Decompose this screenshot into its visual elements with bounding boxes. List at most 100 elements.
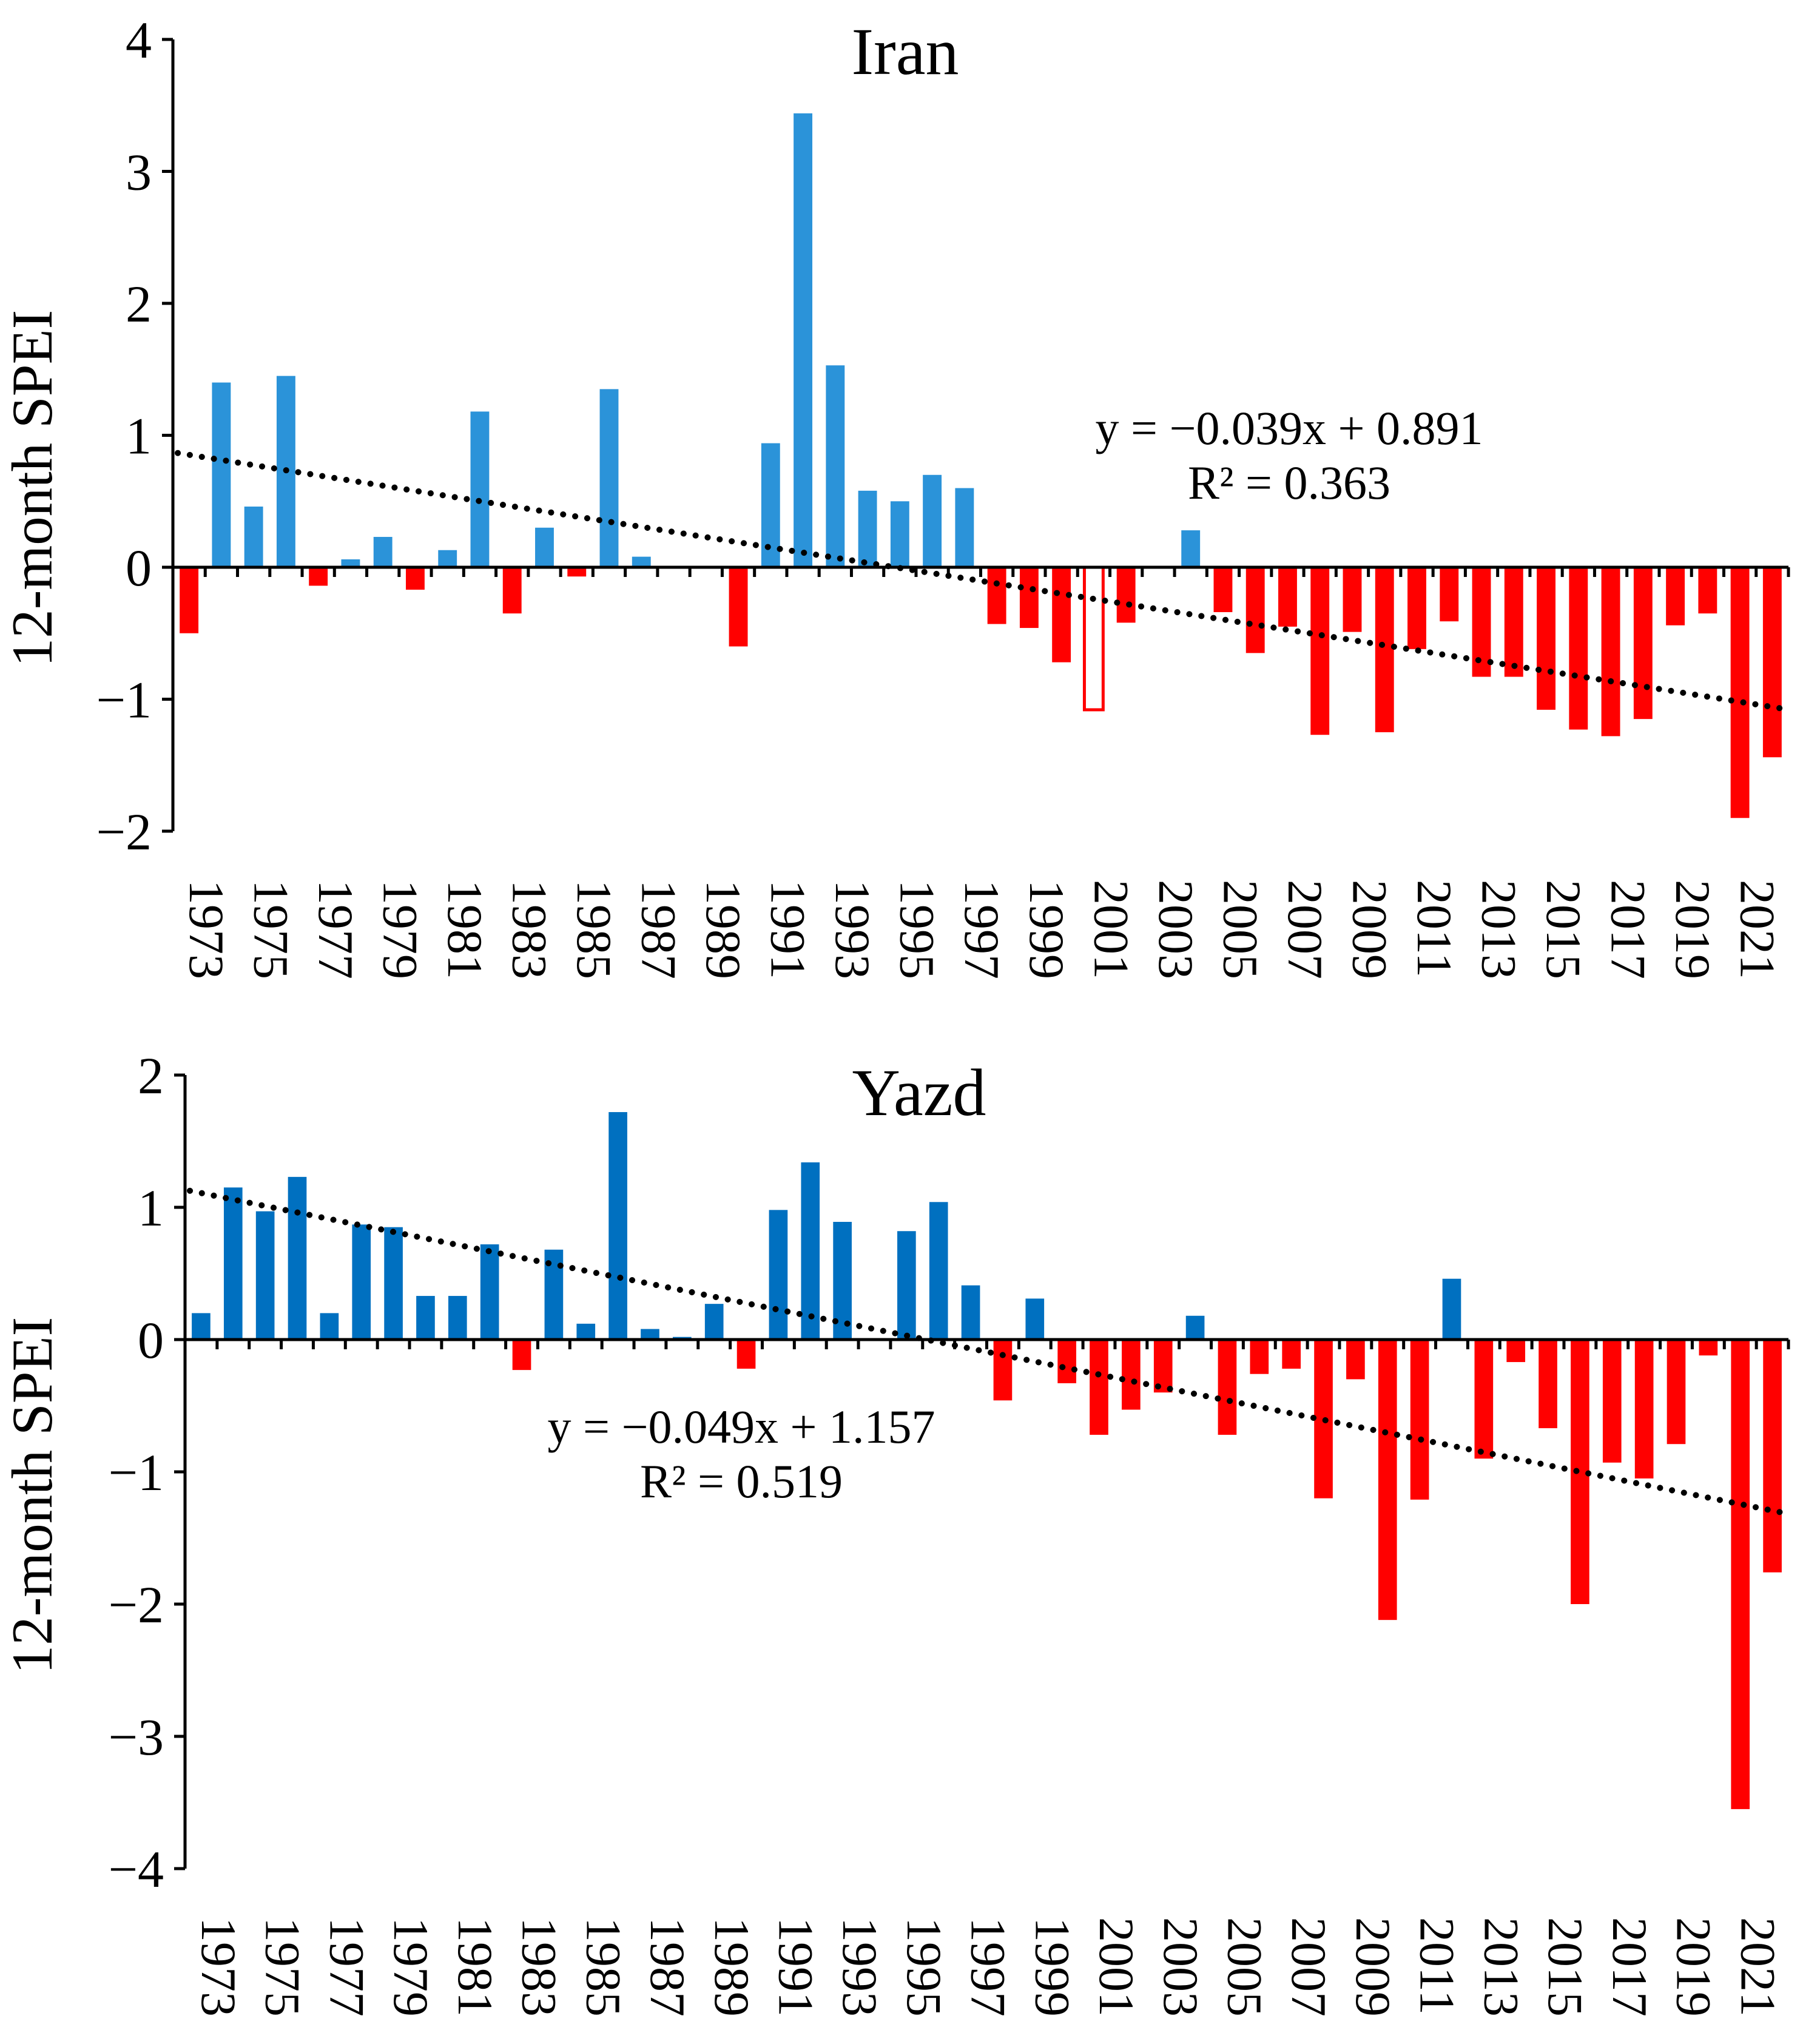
iran-bar-1983: [502, 567, 522, 614]
iran-bar-2013: [1472, 567, 1491, 677]
iran-bar-2002: [1116, 567, 1136, 623]
yazd-bar-2000: [1057, 1340, 1076, 1383]
yazd-bar-2021: [1731, 1340, 1750, 1809]
iran-bar-2010: [1375, 567, 1394, 732]
yazd-x-tick-label: 1985: [576, 1917, 631, 2017]
yazd-x-tick-label: 1973: [191, 1917, 246, 2017]
yazd-bar-1991: [769, 1210, 788, 1340]
yazd-x-tick-label: 1999: [1025, 1917, 1080, 2017]
iran-x-tick-label: 2009: [1342, 880, 1397, 979]
yazd-bar-1990: [736, 1340, 756, 1369]
iran-y-axis-label: 12-month SPEI: [0, 310, 64, 667]
yazd-bar-2015: [1539, 1340, 1557, 1429]
iran-y-tick-label: 1: [126, 407, 152, 465]
iran-bar-2017: [1601, 567, 1620, 737]
iran-x-tick-label: 1979: [373, 880, 428, 979]
iran-bar-2021: [1730, 567, 1750, 818]
yazd-bar-1980: [416, 1296, 435, 1340]
iran-bar-1978: [341, 559, 360, 567]
iran-x-tick-label: 1991: [761, 880, 816, 979]
iran-axes: [171, 39, 1788, 831]
iran-bar-1981: [438, 550, 457, 567]
yazd-bar-1975: [255, 1211, 275, 1340]
iran-x-tick-label: 1985: [567, 880, 622, 979]
yazd-bar-1987: [641, 1329, 659, 1340]
yazd-x-tick-label: 1975: [255, 1917, 311, 2017]
iran-r-squared-label: R² = 0.363: [1188, 456, 1390, 509]
iran-bars: [180, 113, 1782, 818]
yazd-trendline-group: [187, 1187, 1789, 1517]
iran-bar-1987: [632, 556, 651, 567]
iran-x-tick-label: 2015: [1536, 880, 1591, 979]
iran-bar-2016: [1569, 567, 1588, 730]
yazd-bar-2017: [1602, 1340, 1622, 1463]
yazd-bar-1974: [223, 1187, 243, 1340]
yazd-bar-1996: [929, 1202, 948, 1340]
yazd-chart-panel: Yazd 12-month SPEI y = −0.049x + 1.157 R…: [0, 1047, 1790, 2017]
yazd-bar-2019: [1667, 1340, 1686, 1445]
iran-x-tick-label: 2001: [1084, 880, 1139, 979]
iran-bar-1974: [212, 382, 231, 567]
iran-x-tick-label: 1993: [825, 880, 880, 979]
yazd-bar-2022: [1763, 1340, 1782, 1573]
yazd-bar-1995: [897, 1231, 916, 1340]
iran-bar-2009: [1343, 567, 1362, 632]
yazd-x-tick-label: 2011: [1410, 1917, 1465, 2015]
yazd-bar-1999: [1025, 1298, 1045, 1340]
yazd-bar-2011: [1410, 1340, 1429, 1500]
iran-x-tick-label: 1989: [696, 880, 751, 979]
iran-bar-2004: [1181, 530, 1201, 567]
iran-bar-1984: [535, 527, 554, 567]
iran-bar-1999: [1019, 567, 1039, 629]
iran-bar-2012: [1440, 567, 1459, 622]
yazd-x-tick-label: 2021: [1730, 1917, 1785, 2017]
yazd-r-squared-label: R² = 0.519: [640, 1455, 843, 1508]
yazd-bar-2001: [1090, 1340, 1108, 1435]
yazd-bar-1997: [961, 1285, 980, 1340]
iran-x-tick-label: 1975: [244, 880, 299, 979]
yazd-x-tick-label: 1977: [319, 1917, 374, 2017]
yazd-bar-1976: [288, 1176, 307, 1340]
yazd-x-tick-label: 2015: [1538, 1917, 1593, 2017]
yazd-x-tick-label: 2003: [1153, 1917, 1208, 2017]
iran-bar-1995: [890, 501, 909, 567]
iran-y-tick-label: 0: [126, 539, 152, 597]
iran-bar-1996: [923, 474, 942, 567]
yazd-y-tick-label: 2: [138, 1047, 164, 1105]
iran-bar-2008: [1310, 567, 1330, 735]
yazd-bar-2018: [1634, 1340, 1654, 1479]
yazd-x-tick-label: 1995: [897, 1917, 952, 2017]
yazd-y-tick-label: −2: [108, 1576, 164, 1634]
iran-bar-1992: [794, 113, 813, 568]
yazd-x-tick-label: 2007: [1281, 1917, 1336, 2017]
yazd-trend-equation: y = −0.049x + 1.157: [548, 1400, 935, 1453]
iran-bar-1985: [567, 567, 587, 577]
iran-trendline: [175, 450, 1789, 712]
yazd-bar-1978: [352, 1224, 371, 1340]
yazd-bar-1979: [384, 1227, 403, 1340]
iran-bar-2011: [1407, 567, 1426, 649]
iran-trend-equation: y = −0.039x + 0.891: [1096, 402, 1483, 454]
yazd-bar-2020: [1699, 1340, 1718, 1356]
iran-x-tick-label: 2013: [1471, 880, 1526, 979]
iran-bar-1979: [373, 536, 393, 567]
iran-x-tick-label: 2011: [1407, 880, 1462, 977]
iran-bar-2022: [1762, 567, 1782, 758]
yazd-x-tick-label: 1991: [769, 1917, 824, 2017]
yazd-y-tick-label: −1: [108, 1443, 164, 1502]
iran-bar-2020: [1698, 567, 1717, 614]
iran-bar-2000: [1052, 567, 1071, 663]
yazd-x-tick-label: 1981: [448, 1917, 503, 2017]
yazd-bar-1986: [608, 1112, 627, 1340]
yazd-y-tick-label: −3: [108, 1708, 164, 1766]
iran-x-tick-label: 2005: [1213, 880, 1268, 979]
iran-x-ticks: 1973 1975 1977 1979 1981 1983 1985 1987 1989 1991…: [171, 567, 1790, 979]
yazd-chart-title: Yazd: [852, 1056, 986, 1130]
yazd-bar-2013: [1474, 1340, 1494, 1459]
iran-bar-2015: [1537, 567, 1555, 710]
iran-x-tick-label: 1987: [632, 880, 687, 979]
yazd-x-ticks: 1973 1975 1977 1979 1981 1983 1985 1987 1989 1991…: [183, 1340, 1790, 2017]
iran-bar-1975: [244, 506, 263, 567]
iran-bar-1998: [987, 567, 1006, 624]
